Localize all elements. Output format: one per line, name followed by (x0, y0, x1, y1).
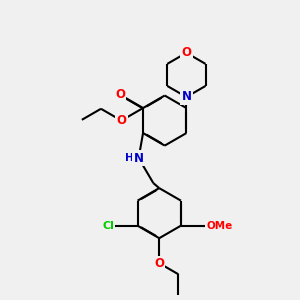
Text: O: O (182, 46, 191, 59)
Text: Cl: Cl (102, 221, 114, 231)
Text: OMe: OMe (206, 221, 232, 231)
Text: O: O (154, 257, 164, 270)
Text: N: N (134, 152, 144, 165)
Text: O: O (116, 114, 126, 127)
Text: H: H (125, 153, 134, 163)
Text: O: O (115, 88, 125, 101)
Text: N: N (182, 91, 191, 103)
